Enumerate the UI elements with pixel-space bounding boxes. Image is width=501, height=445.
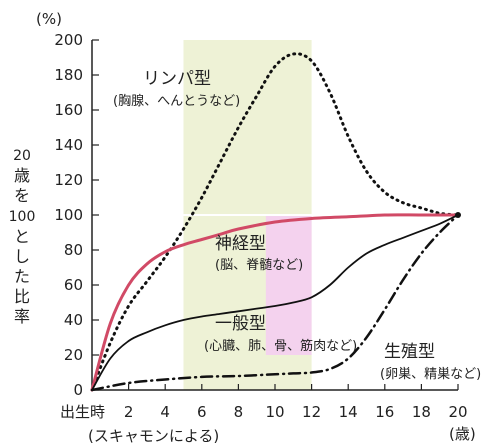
y-tick-label: 60 bbox=[64, 276, 83, 294]
series-line-neural bbox=[90, 213, 460, 392]
y-tick-label: 0 bbox=[73, 381, 83, 399]
x-tick-label: 2 bbox=[124, 403, 134, 421]
x-tick-label: 20 bbox=[448, 403, 467, 421]
y-tick-label: 40 bbox=[64, 311, 83, 329]
series-sub-general: (心臓、肺、骨、筋肉など) bbox=[204, 338, 357, 354]
x-tick-label: 10 bbox=[265, 403, 284, 421]
x-ticks: 2 4 6 8 10 12 14 16 18 20 bbox=[124, 384, 468, 421]
convergence-point bbox=[455, 212, 461, 218]
y-axis-label-char: と bbox=[14, 227, 30, 246]
series-sub-lymphoid: (胸腺、へんとうなど) bbox=[113, 94, 240, 109]
y-axis-label-char: 比 bbox=[14, 287, 30, 306]
series-name-lymphoid: リンパ型 bbox=[143, 69, 211, 89]
y-tick-label: 180 bbox=[54, 66, 83, 84]
x-tick-label: 18 bbox=[412, 403, 431, 421]
y-tick-label: 80 bbox=[64, 241, 83, 259]
series-sub-neural: (脳、脊髄など) bbox=[215, 258, 303, 273]
series-line-general bbox=[91, 214, 459, 391]
y-axis-label-char: を bbox=[14, 186, 30, 205]
x-first-label: 出生時 bbox=[60, 403, 105, 421]
y-tick-label: 20 bbox=[64, 346, 83, 364]
series-name-reproductive: 生殖型 bbox=[384, 342, 435, 362]
y-axis-label-char: た bbox=[14, 267, 30, 286]
y-tick-label: 140 bbox=[54, 136, 83, 154]
y-unit-label: (%) bbox=[36, 10, 62, 28]
y-axis-label-char: 20 bbox=[13, 148, 31, 164]
y-tick-label: 120 bbox=[54, 171, 83, 189]
y-axis-label-char: 歳 bbox=[14, 166, 30, 185]
x-tick-label: 6 bbox=[197, 403, 207, 421]
y-tick-label: 200 bbox=[54, 31, 83, 49]
x-tick-label: 8 bbox=[234, 403, 244, 421]
x-tick-label: 12 bbox=[302, 403, 321, 421]
y-axis-label-char: し bbox=[14, 247, 30, 266]
shaded-band-1 bbox=[265, 215, 312, 355]
x-tick-label: 4 bbox=[160, 403, 170, 421]
y-tick-label: 100 bbox=[54, 206, 83, 224]
source-note: (スキャモンによる) bbox=[88, 427, 219, 445]
series-line-reproductive bbox=[90, 213, 460, 392]
series-line-lymphoid bbox=[90, 52, 460, 392]
y-tick-label: 160 bbox=[54, 101, 83, 119]
series-sub-reproductive: (卵巣、精巣など) bbox=[380, 367, 481, 382]
series-name-general: 一般型 bbox=[215, 314, 266, 334]
series-name-neural: 神経型 bbox=[215, 234, 266, 254]
y-axis-label-char: 率 bbox=[14, 307, 30, 326]
series-lines bbox=[90, 52, 461, 392]
x-unit-label: (歳) bbox=[449, 425, 476, 443]
y-ticks: 0 20 40 60 80 100 120 140 160 180 200 bbox=[54, 31, 99, 399]
x-tick-label: 14 bbox=[339, 403, 358, 421]
y-axis-label-char: 100 bbox=[9, 209, 36, 225]
x-tick-label: 16 bbox=[375, 403, 394, 421]
